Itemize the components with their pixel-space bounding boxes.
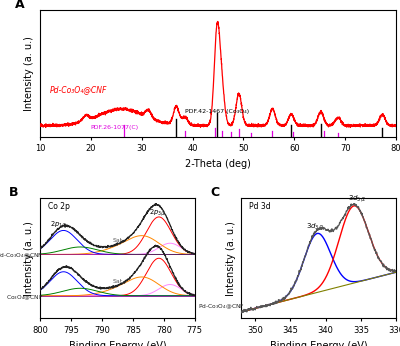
Text: $2p_{1/2}$: $2p_{1/2}$ — [50, 219, 67, 230]
Text: Sat: Sat — [112, 279, 122, 284]
Y-axis label: Intensity (a. u.): Intensity (a. u.) — [226, 221, 236, 296]
Text: $3d_{5/2}$: $3d_{5/2}$ — [348, 194, 366, 204]
Text: Co$_3$O$_4$@CNF: Co$_3$O$_4$@CNF — [6, 293, 43, 302]
Text: Pd-Co₃O₄@CNF: Pd-Co₃O₄@CNF — [50, 85, 108, 94]
Text: PDF.42-1467 (Co₃O₄): PDF.42-1467 (Co₃O₄) — [185, 109, 249, 115]
X-axis label: Binding Energy (eV): Binding Energy (eV) — [270, 340, 368, 346]
Text: PDF.26-1077(C): PDF.26-1077(C) — [91, 125, 139, 130]
Text: $3d_{3/2}$: $3d_{3/2}$ — [306, 221, 324, 232]
Y-axis label: Intensity (a. u.): Intensity (a. u.) — [24, 36, 34, 111]
Y-axis label: Intensity (a. u.): Intensity (a. u.) — [24, 221, 34, 296]
X-axis label: 2-Theta (deg): 2-Theta (deg) — [185, 159, 251, 169]
Text: Pd-Co$_3$O$_4$@CNF: Pd-Co$_3$O$_4$@CNF — [0, 252, 43, 261]
Text: B: B — [9, 186, 18, 199]
Text: $2p_{3/2}$: $2p_{3/2}$ — [149, 207, 166, 218]
X-axis label: Binding Energy (eV): Binding Energy (eV) — [68, 340, 166, 346]
Text: A: A — [15, 0, 25, 11]
Text: Co 2p: Co 2p — [48, 202, 70, 211]
Text: Pd-Co$_3$O$_4$@CNF: Pd-Co$_3$O$_4$@CNF — [198, 302, 245, 310]
Text: Sat: Sat — [112, 238, 122, 243]
Text: C: C — [210, 186, 219, 199]
Text: Pd 3d: Pd 3d — [249, 202, 270, 211]
